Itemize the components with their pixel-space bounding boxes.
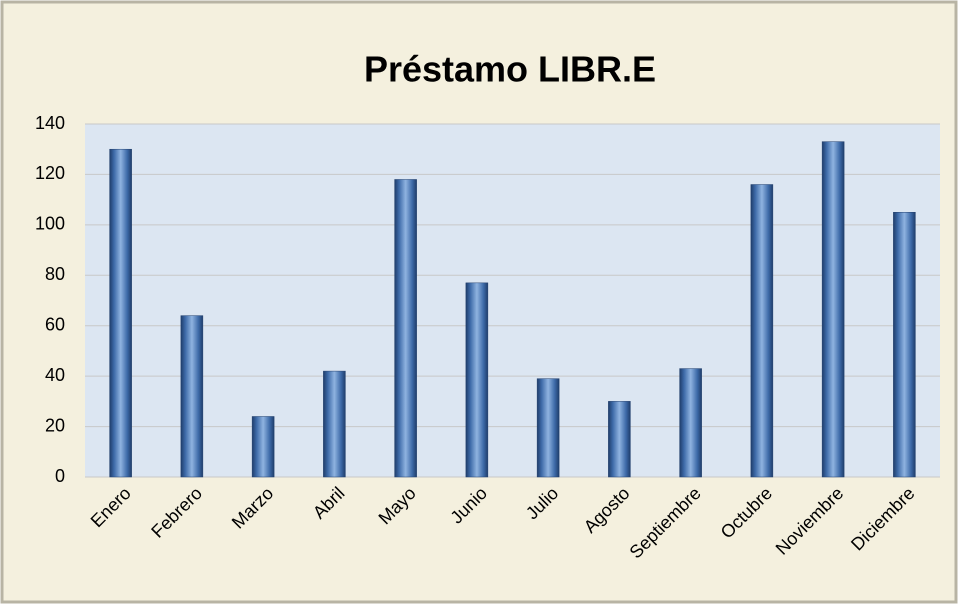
y-tick-label: 20 [45,415,65,435]
y-tick-label: 80 [45,264,65,284]
bar [893,212,916,478]
y-tick-label: 0 [55,466,65,486]
y-tick-label: 120 [35,163,65,183]
bar [679,368,702,478]
bar [251,416,275,478]
bar [750,184,774,478]
bar [536,378,560,478]
bar [821,141,845,478]
y-tick-label: 60 [45,314,65,334]
bar [180,315,204,478]
plot-area [85,124,940,477]
bar [465,282,489,478]
y-tick-label: 40 [45,365,65,385]
y-tick-label: 100 [35,214,65,234]
bar [323,370,346,478]
bar [608,401,631,478]
bar [394,179,417,478]
chart-title: Préstamo LIBR.E [364,49,656,90]
bar [109,148,132,478]
y-tick-label: 140 [35,113,65,133]
